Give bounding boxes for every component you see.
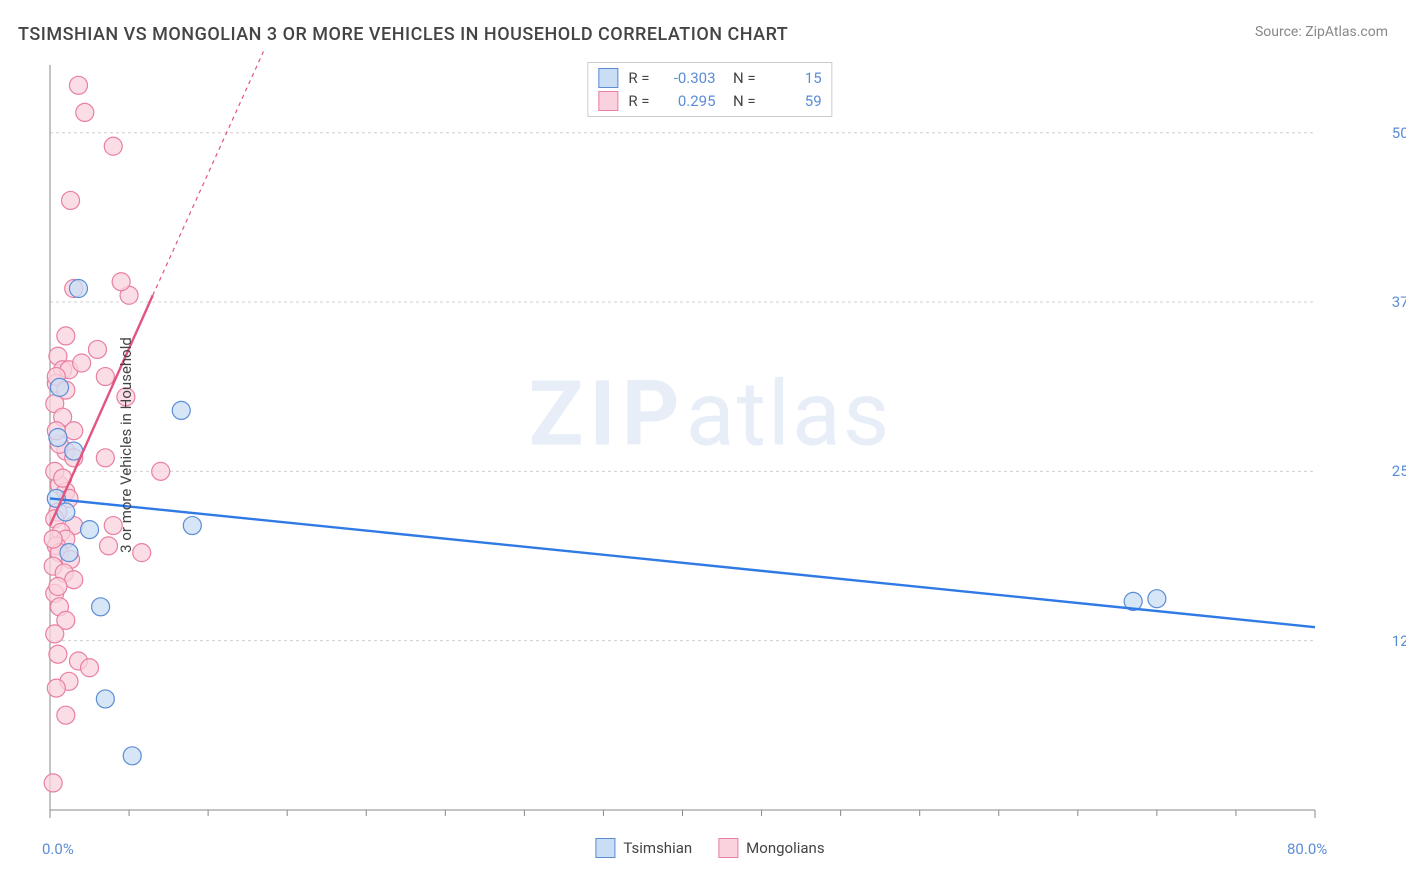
plot-area: ZIPatlas 3 or more Vehicles in Household… [50,60,1370,830]
tsimshian-n: 15 [766,67,822,90]
legend-row-mongolians: R = 0.295 N = 59 [598,90,821,113]
mongolians-n: 59 [766,90,822,113]
tsimshian-r: -0.303 [660,67,716,90]
mongolians-label: Mongolians [746,839,824,857]
tsimshian-swatch-icon [595,838,615,858]
mongolians-swatch-icon [718,838,738,858]
legend-item-mongolians: Mongolians [718,838,824,858]
mongolians-r: 0.295 [660,90,716,113]
y-tick-label: 50.0% [1392,124,1406,142]
series-legend: Tsimshian Mongolians [595,838,824,858]
correlation-legend: R = -0.303 N = 15 R = 0.295 N = 59 [587,62,832,117]
y-tick-label: 25.0% [1392,462,1406,480]
plot-svg [50,60,1370,830]
x-tick-label: 0.0% [42,840,74,858]
legend-row-tsimshian: R = -0.303 N = 15 [598,67,821,90]
x-tick-label: 80.0% [1287,840,1327,858]
chart-title: TSIMSHIAN VS MONGOLIAN 3 OR MORE VEHICLE… [18,24,788,45]
y-axis-label: 3 or more Vehicles in Household [117,337,135,553]
tsimshian-label: Tsimshian [623,839,692,857]
y-tick-label: 12.5% [1392,632,1406,650]
source-label: Source: ZipAtlas.com [1255,24,1388,40]
y-tick-label: 37.5% [1392,293,1406,311]
mongolians-swatch [598,91,618,111]
chart-container: TSIMSHIAN VS MONGOLIAN 3 OR MORE VEHICLE… [0,0,1406,892]
tsimshian-swatch [598,68,618,88]
legend-item-tsimshian: Tsimshian [595,838,692,858]
